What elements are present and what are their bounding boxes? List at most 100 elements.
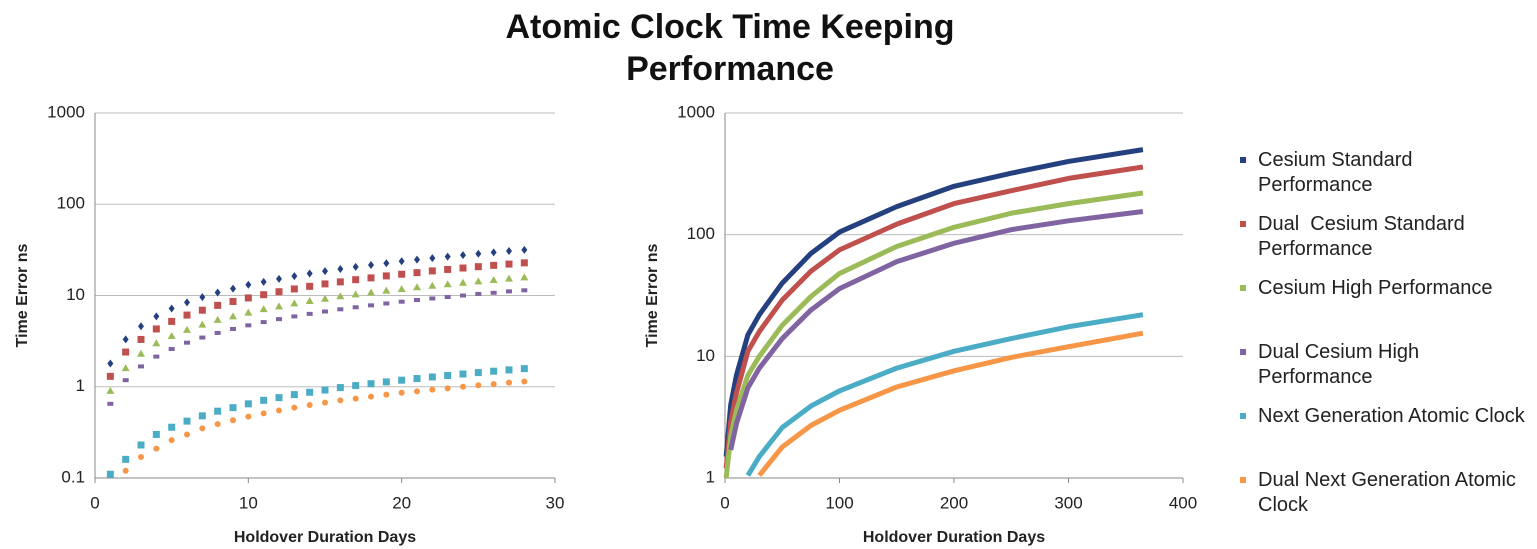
marker [413,375,421,383]
chart-title: Atomic Clock Time Keeping Performance [505,8,955,88]
marker [245,413,252,420]
marker [382,272,390,280]
x-tick-label: 400 [1169,493,1197,512]
marker [138,453,144,460]
marker [230,417,236,424]
marker [229,404,237,412]
marker [153,312,160,321]
legend-label: Next Generation Atomic Clock [1258,405,1525,427]
marker [122,335,129,344]
marker [398,376,406,384]
marker [352,262,359,271]
marker [367,288,375,296]
marker [167,331,176,339]
marker [152,325,160,333]
marker [398,270,406,278]
marker [443,280,452,288]
marker [414,255,420,264]
marker [168,317,176,325]
marker [259,305,268,313]
marker [168,423,176,431]
marker [198,306,206,314]
marker [138,364,144,369]
marker [244,308,253,316]
marker [506,289,512,294]
marker [214,288,221,297]
marker [429,254,436,263]
marker [107,401,114,406]
marker [230,284,236,293]
legend-item: Next Generation Atomic Clock [1238,404,1528,468]
marker [475,291,482,296]
marker [291,404,298,411]
marker [213,315,222,323]
marker [506,379,512,386]
x-tick-label: 10 [239,493,258,512]
marker [337,307,344,312]
marker [260,320,267,325]
marker [444,385,451,392]
marker [290,391,298,399]
marker [291,272,298,281]
line [745,312,1144,477]
marker [336,384,344,392]
marker [490,261,498,269]
marker [459,278,467,286]
marker [398,257,405,266]
marker [260,291,268,299]
marker [275,302,283,310]
marker [521,245,528,254]
marker [460,251,466,260]
marker [490,248,497,257]
marker [106,386,115,394]
marker [352,395,359,402]
marker [337,397,344,404]
marker [214,301,222,309]
marker [367,274,375,282]
marker [474,277,483,285]
marker [184,431,190,438]
marker [506,247,512,256]
marker [122,455,130,463]
marker [183,311,191,319]
marker [368,260,374,269]
marker [321,294,329,302]
marker [244,400,252,408]
legend-item: Cesium Standard Performance [1238,148,1528,212]
legend-item: Cesium High Performance [1238,276,1528,340]
marker [352,305,359,310]
marker [276,407,282,414]
y-axis-title: Time Error ns [14,244,31,348]
marker [444,371,452,379]
marker [368,393,374,400]
legend-label: Dual Next Generation Atomic Clock [1258,469,1522,516]
marker [460,383,466,390]
marker [474,263,482,271]
marker [444,252,451,261]
marker [198,320,207,328]
marker [460,293,466,298]
y-tick-label: 10 [696,346,715,365]
legend-label: Cesium Standard Performance [1258,149,1419,196]
marker [322,309,328,314]
marker [383,259,390,268]
marker [428,281,437,289]
marker [383,301,390,306]
marker [521,378,528,385]
marker [382,378,390,386]
x-tick-label: 200 [940,493,968,512]
legend-swatch [1240,157,1246,163]
legend-label: Dual Cesium Standard Performance [1258,213,1471,260]
marker [490,367,498,375]
marker [199,425,206,432]
marker [336,278,344,286]
marker [398,299,405,304]
marker [138,322,144,331]
marker [321,386,329,394]
marker [199,293,206,302]
marker [414,298,420,303]
legend: Cesium Standard Performance Dual Cesium S… [1238,148,1528,532]
marker [474,369,482,377]
